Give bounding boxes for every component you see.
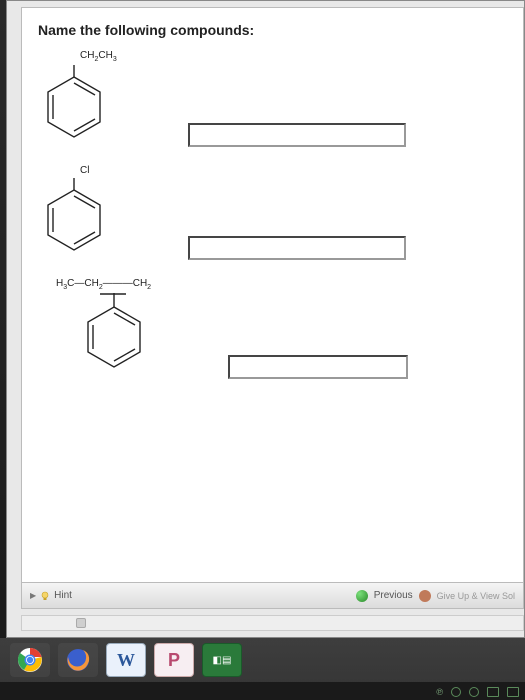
tray-network-icon[interactable]	[469, 687, 479, 697]
taskbar-chrome-icon[interactable]	[10, 643, 50, 677]
previous-link[interactable]: Previous	[374, 590, 413, 601]
publisher-label: P	[168, 650, 180, 671]
answer-input-3[interactable]	[228, 355, 408, 379]
horizontal-scrollbar[interactable]	[21, 615, 524, 631]
molecule-3: H3C—CH2———CH2	[38, 278, 208, 379]
panel-footer: ▶ Hint Previous Give Up & View Sol	[22, 582, 523, 608]
solitaire-label: ◧▤	[213, 655, 232, 666]
taskbar-firefox-icon[interactable]	[58, 643, 98, 677]
compound-row-1: CH2CH3	[38, 50, 507, 147]
compound-row-2: Cl	[38, 165, 507, 260]
content-panel: Name the following compounds: CH2CH3	[21, 7, 524, 609]
taskbar-publisher-icon[interactable]: P	[154, 643, 194, 677]
giveup-icon	[419, 590, 431, 602]
tray-text: ℗	[436, 687, 443, 697]
molecule-1: CH2CH3	[38, 50, 168, 147]
taskbar-solitaire-icon[interactable]: ◧▤	[202, 643, 242, 677]
chrome-icon	[17, 647, 43, 673]
firefox-icon	[65, 647, 91, 673]
compound-row-3: H3C—CH2———CH2	[38, 278, 507, 379]
substituent-2: Cl	[80, 165, 89, 176]
word-label: W	[117, 650, 135, 671]
taskbar-word-icon[interactable]: W	[106, 643, 146, 677]
desktop: Name the following compounds: CH2CH3	[0, 0, 525, 700]
app-window: Name the following compounds: CH2CH3	[6, 0, 525, 638]
scrollbar-thumb[interactable]	[76, 618, 86, 628]
answer-input-1[interactable]	[188, 123, 406, 147]
taskbar: W P ◧▤	[0, 638, 525, 682]
answer-input-2[interactable]	[188, 236, 406, 260]
tray-power-icon[interactable]	[451, 687, 461, 697]
giveup-link[interactable]: Give Up & View Sol	[437, 591, 515, 601]
system-tray: ℗	[436, 684, 519, 700]
benzene-icon	[38, 293, 158, 379]
benzene-icon	[38, 65, 110, 147]
tray-battery-icon[interactable]	[487, 687, 499, 697]
previous-icon	[356, 590, 368, 602]
hint-label: Hint	[54, 590, 72, 601]
tray-display-icon[interactable]	[507, 687, 519, 697]
molecule-2: Cl	[38, 165, 168, 260]
hint-button[interactable]: ▶ Hint	[30, 590, 72, 601]
substituent-1: CH2CH3	[80, 50, 117, 63]
expand-icon: ▶	[30, 591, 36, 600]
page-heading: Name the following compounds:	[38, 22, 507, 38]
substituent-3: H3C—CH2———CH2	[56, 278, 151, 291]
benzene-icon	[38, 178, 110, 260]
lightbulb-icon	[40, 591, 50, 601]
